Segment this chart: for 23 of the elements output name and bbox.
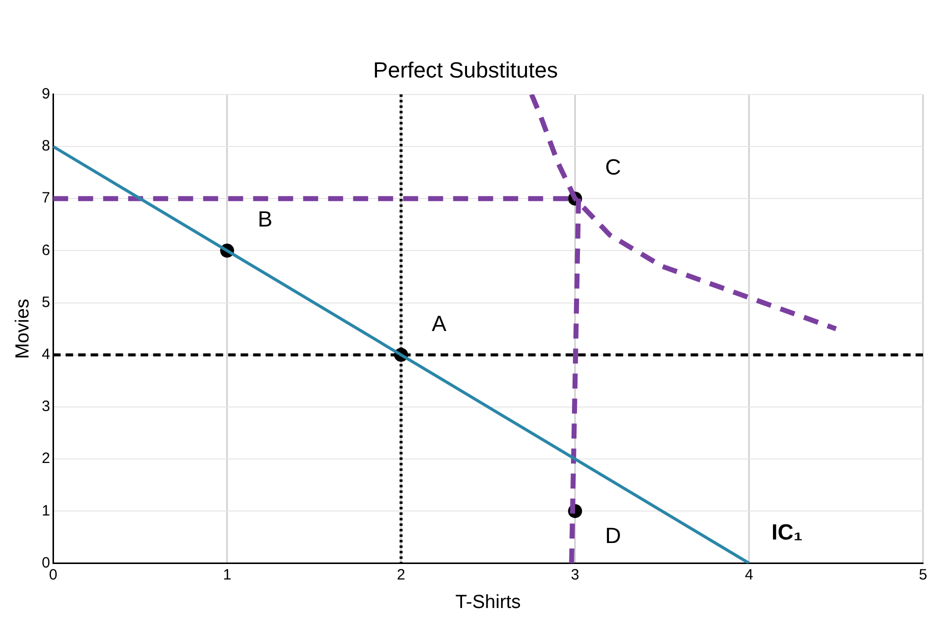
y-tick-label: 4	[42, 346, 50, 363]
chart-title: Perfect Substitutes	[373, 57, 558, 82]
annotation: IC₁	[771, 519, 803, 544]
y-tick-label: 9	[42, 86, 50, 103]
annotation: B	[258, 206, 272, 232]
x-tick-label: 2	[396, 566, 406, 584]
y-tick-label: 3	[42, 398, 50, 416]
x-axis-title: T-Shirts	[455, 592, 521, 613]
y-tick-label: 2	[42, 450, 50, 468]
y-tick-label: 6	[42, 242, 50, 259]
annotation: A	[432, 310, 447, 336]
y-tick-label: 0	[42, 554, 50, 572]
y-axis-title: Movies	[12, 298, 34, 359]
x-tick-label: 4	[744, 566, 754, 584]
y-tick-label: 5	[42, 294, 50, 311]
annotation: C	[605, 154, 622, 180]
x-tick-label: 3	[570, 566, 580, 584]
y-tick-label: 7	[42, 190, 50, 207]
x-tick-label: 1	[222, 566, 232, 584]
annotation: D	[605, 523, 621, 548]
y-tick-label: 8	[42, 138, 50, 155]
x-tick-label: 5	[918, 566, 928, 584]
y-tick-label: 1	[42, 502, 50, 520]
